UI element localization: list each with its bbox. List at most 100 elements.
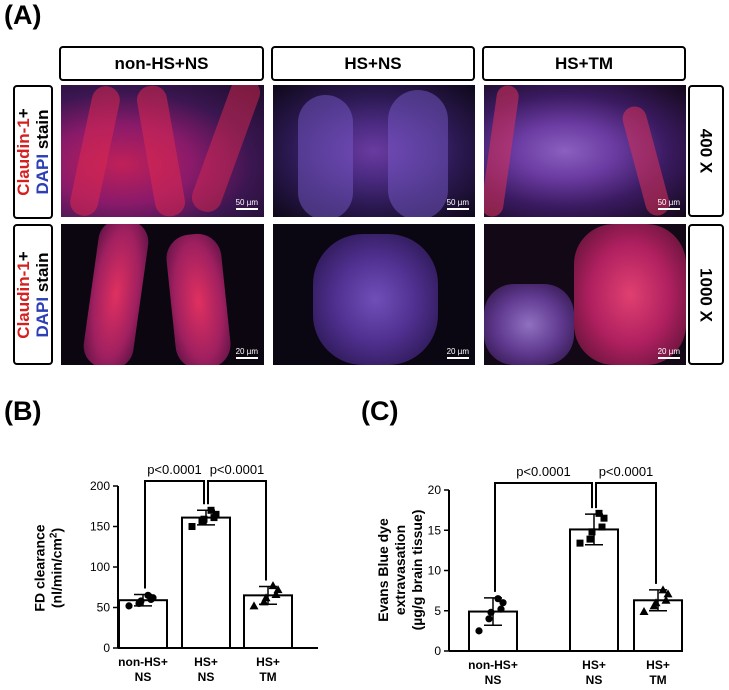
claudin-label: Claudin-1 xyxy=(14,260,33,339)
data-point xyxy=(200,515,208,523)
significance-bracket xyxy=(207,480,267,581)
data-point xyxy=(598,523,606,531)
significance-bracket xyxy=(494,482,593,592)
x-tick-label: HS+ xyxy=(646,658,670,672)
data-point xyxy=(497,605,505,613)
data-point xyxy=(137,597,145,605)
data-point xyxy=(207,506,215,514)
y-axis-label-line: (µg/g brain tissue) xyxy=(409,510,425,631)
data-point xyxy=(499,599,507,607)
x-tick-label: NS xyxy=(586,673,603,687)
scale-bar: 50 µm xyxy=(657,198,680,210)
y-tick-label: 0 xyxy=(434,644,441,658)
p-value-label: p<0.0001 xyxy=(516,464,571,479)
x-tick-label: TM xyxy=(649,673,666,687)
data-point xyxy=(475,627,483,635)
data-point xyxy=(651,598,661,607)
y-tick-label: 15 xyxy=(428,523,442,537)
scale-bar: 20 µm xyxy=(657,347,680,359)
dapi-label: DAPI xyxy=(33,296,52,338)
data-point xyxy=(188,523,196,530)
magnification-1000x: 1000 X xyxy=(688,224,724,365)
y-tick-label: 200 xyxy=(90,479,110,493)
data-point xyxy=(144,591,152,599)
data-point xyxy=(586,535,594,543)
y-axis-label-line: extravasation xyxy=(392,525,408,615)
micrograph-hs-ns-1000x: 20 µm xyxy=(273,224,475,365)
data-point xyxy=(273,585,283,594)
micrograph-hs-tm-1000x: 20 µm xyxy=(484,224,686,365)
plus-label: + xyxy=(14,250,33,261)
row-header-stain-1000x: Claudin-1+ DAPI stain xyxy=(13,224,53,365)
panel-label-a: (A) xyxy=(4,0,42,30)
y-axis-label-line: (nl/min/cm2) xyxy=(49,528,65,608)
data-point xyxy=(600,514,608,522)
y-axis-label-line: FD clearance xyxy=(32,524,48,611)
micrograph-non-hs-ns-400x: 50 µm xyxy=(61,85,264,217)
data-point xyxy=(212,510,220,518)
data-point xyxy=(595,509,603,517)
data-point xyxy=(259,597,269,606)
y-tick-label: 10 xyxy=(428,564,442,578)
p-value-label: p<0.0001 xyxy=(210,462,265,477)
data-point xyxy=(249,601,259,610)
data-point xyxy=(663,589,673,598)
micrograph-hs-ns-400x: 50 µm xyxy=(273,85,475,217)
bar xyxy=(569,528,619,652)
bar xyxy=(181,516,231,649)
data-point xyxy=(661,595,671,604)
x-tick-label: NS xyxy=(135,670,152,684)
x-tick-label: non-HS+ xyxy=(468,658,518,672)
micrograph-non-hs-ns-1000x: 20 µm xyxy=(61,224,264,365)
x-tick-label: HS+ xyxy=(194,655,218,669)
stain-label: stain xyxy=(33,109,52,154)
scale-bar: 50 µm xyxy=(235,198,258,210)
p-value-label: p<0.0001 xyxy=(147,462,202,477)
micrograph-hs-tm-400x: 50 µm xyxy=(484,85,686,217)
data-point xyxy=(268,581,278,590)
data-point xyxy=(588,528,596,536)
y-tick-label: 100 xyxy=(90,560,110,574)
chart-fd-clearance: 0 50 100 150 200 FD clearance (nl/min/cm2) non-… xyxy=(32,462,318,684)
x-tick-label: HS+ xyxy=(256,655,280,669)
x-tick-label: non-HS+ xyxy=(118,655,168,669)
x-tick-label: HS+ xyxy=(582,658,606,672)
bar xyxy=(118,599,168,650)
magnification-400x: 400 X xyxy=(688,85,724,217)
x-tick-label: NS xyxy=(198,670,215,684)
data-point xyxy=(485,615,493,623)
scale-bar: 20 µm xyxy=(446,347,469,359)
column-header-hs-tm: HS+TM xyxy=(482,46,686,81)
scale-bar: 20 µm xyxy=(235,347,258,359)
y-tick-label: 20 xyxy=(428,483,442,497)
significance-bracket xyxy=(144,480,205,589)
y-tick-label: 0 xyxy=(103,641,110,655)
row-header-stain-400x: Claudin-1+ DAPI stain xyxy=(13,85,53,219)
x-tick-label: NS xyxy=(485,673,502,687)
y-axis-label: FD clearance (nl/min/cm2) xyxy=(32,524,65,611)
data-point xyxy=(639,607,649,616)
data-point xyxy=(125,602,133,610)
significance-bracket xyxy=(595,482,657,584)
data-point xyxy=(261,593,271,602)
data-point xyxy=(576,539,584,547)
scale-bar: 50 µm xyxy=(446,198,469,210)
column-header-hs-ns: HS+NS xyxy=(271,46,475,81)
plus-label: + xyxy=(14,108,33,119)
y-tick-label: 5 xyxy=(434,604,441,618)
data-point xyxy=(658,585,668,594)
claudin-label: Claudin-1 xyxy=(14,118,33,196)
y-axis-label: Evans Blue dye extravasation (µg/g brain t… xyxy=(375,510,425,631)
dapi-label: DAPI xyxy=(33,153,52,195)
data-point xyxy=(487,608,495,616)
y-tick-label: 150 xyxy=(90,520,110,534)
data-point xyxy=(494,595,502,603)
data-point xyxy=(271,590,281,599)
column-header-non-hs-ns: non-HS+NS xyxy=(59,46,264,81)
y-tick-label: 50 xyxy=(97,601,111,615)
x-tick-label: TM xyxy=(259,670,276,684)
p-value-label: p<0.0001 xyxy=(599,464,654,479)
panel-label-c: (C) xyxy=(361,396,399,426)
panel-label-b: (B) xyxy=(4,396,42,426)
